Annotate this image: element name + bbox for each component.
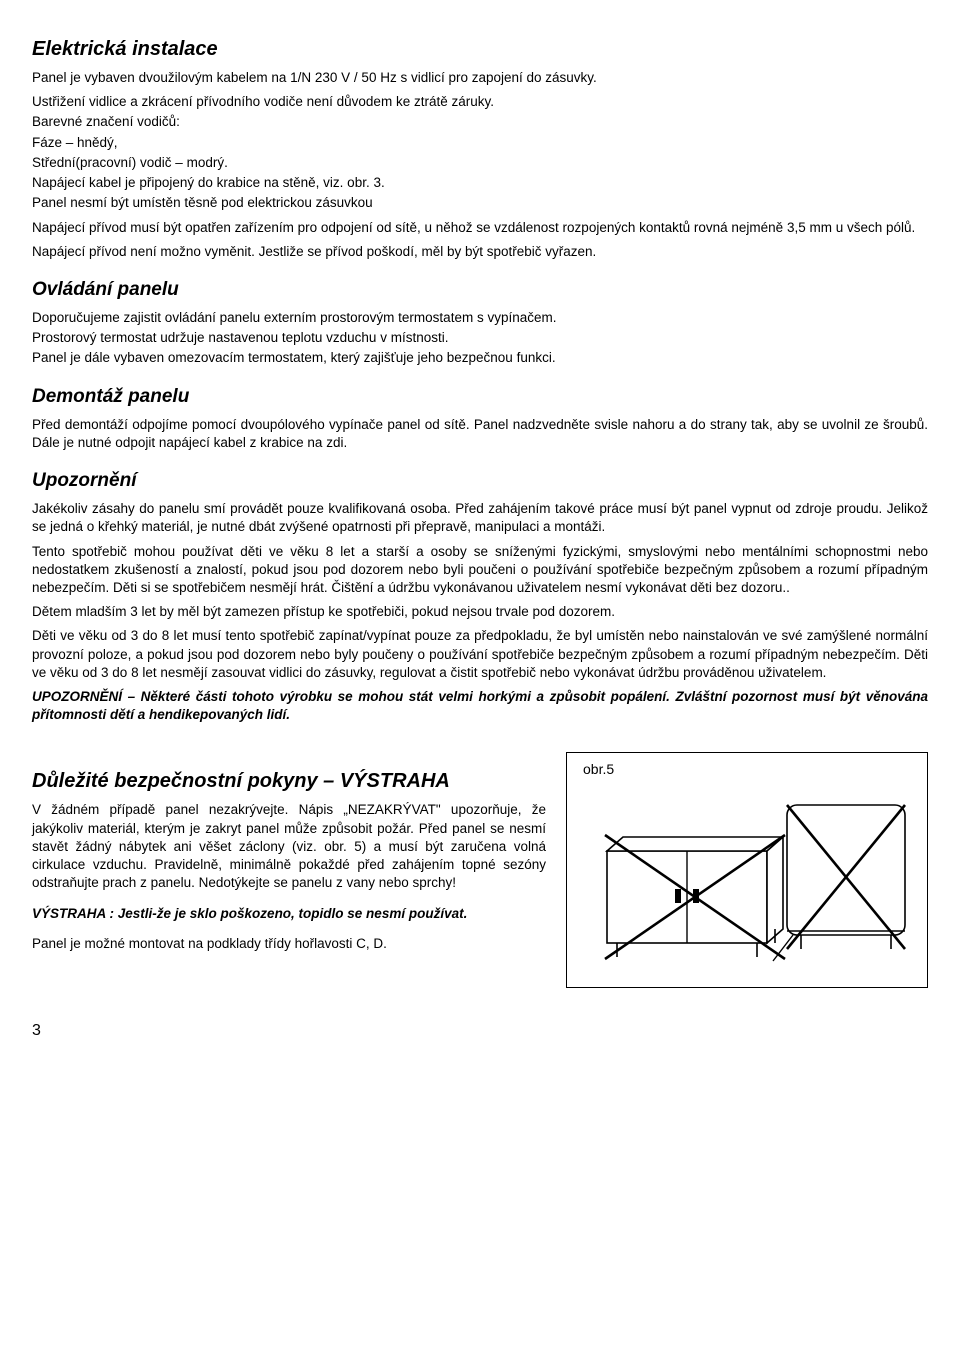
s1-p3: Barevné značení vodičů: [32, 113, 928, 131]
s1-p1: Panel je vybaven dvoužilovým kabelem na … [32, 69, 928, 87]
warning-text-column: Důležité bezpečnostní pokyny – VÝSTRAHA … [32, 752, 546, 959]
s1-p2: Ustřižení vidlice a zkrácení přívodního … [32, 93, 928, 111]
figure-5-box: obr.5 [566, 752, 928, 988]
warning-p1: V žádném případě panel nezakrývejte. Náp… [32, 801, 546, 892]
warning-p2: VÝSTRAHA : Jestli-že je sklo poškozeno, … [32, 905, 546, 923]
s1-p7: Panel nesmí být umístěn těsně pod elektr… [32, 194, 928, 212]
s2-p1: Doporučujeme zajistit ovládání panelu ex… [32, 309, 928, 327]
figure-5-label: obr.5 [583, 761, 917, 777]
s1-p1-text: Panel je vybaven dvoužilovým kabelem na … [32, 70, 597, 85]
s4-p4: Děti ve věku od 3 do 8 let musí tento sp… [32, 627, 928, 682]
figure-5-illustration [577, 781, 917, 981]
warning-row: Důležité bezpečnostní pokyny – VÝSTRAHA … [32, 752, 928, 988]
warning-p3: Panel je možné montovat na podklady tříd… [32, 935, 546, 953]
section-ovladani-panelu-title: Ovládání panelu [32, 279, 928, 301]
warning-title: Důležité bezpečnostní pokyny – VÝSTRAHA [32, 770, 546, 793]
s1-p6: Napájecí kabel je připojený do krabice n… [32, 174, 928, 192]
s2-p2: Prostorový termostat udržuje nastavenou … [32, 329, 928, 347]
section-upozorneni-title: Upozornění [32, 470, 928, 492]
s1-p5: Střední(pracovní) vodič – modrý. [32, 154, 928, 172]
s1-p4: Fáze – hnědý, [32, 134, 928, 152]
page-number: 3 [32, 1022, 928, 1040]
s4-p3: Dětem mladším 3 let by měl být zamezen p… [32, 603, 928, 621]
section-demontaz-panelu-title: Demontáž panelu [32, 386, 928, 408]
s3-p1: Před demontáží odpojíme pomocí dvoupólov… [32, 416, 928, 452]
s4-p1: Jakékoliv zásahy do panelu smí provádět … [32, 500, 928, 536]
s1-p9: Napájecí přívod není možno vyměnit. Jest… [32, 243, 928, 261]
s4-p5-warning: UPOZORNĚNÍ – Některé části tohoto výrobk… [32, 688, 928, 724]
s1-p8: Napájecí přívod musí být opatřen zařízen… [32, 219, 928, 237]
s4-p2: Tento spotřebič mohou používat děti ve v… [32, 543, 928, 598]
section-elektricka-instalace-title: Elektrická instalace [32, 38, 928, 61]
s2-p3: Panel je dále vybaven omezovacím termost… [32, 349, 928, 367]
